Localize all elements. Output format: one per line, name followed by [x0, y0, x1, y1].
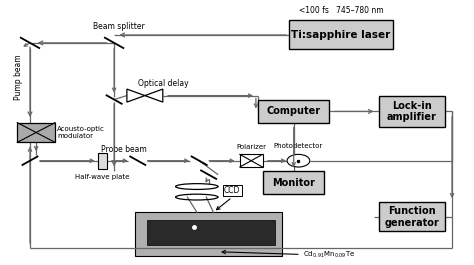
- Text: Polarizer: Polarizer: [236, 144, 266, 151]
- Text: Acousto-optic
modulator: Acousto-optic modulator: [57, 126, 105, 139]
- Text: <100 fs   745–780 nm: <100 fs 745–780 nm: [299, 6, 383, 15]
- Text: Beam splitter: Beam splitter: [93, 22, 145, 31]
- Text: Photodetector: Photodetector: [274, 143, 323, 149]
- FancyBboxPatch shape: [240, 154, 263, 167]
- FancyBboxPatch shape: [136, 212, 282, 256]
- FancyBboxPatch shape: [379, 202, 445, 231]
- Text: Lock-in
amplifier: Lock-in amplifier: [387, 101, 437, 122]
- FancyBboxPatch shape: [379, 96, 445, 127]
- FancyBboxPatch shape: [98, 153, 107, 169]
- Text: Half-wave plate: Half-wave plate: [75, 174, 129, 180]
- Circle shape: [287, 154, 310, 167]
- Text: Function
generator: Function generator: [384, 206, 439, 228]
- Text: Computer: Computer: [267, 107, 321, 116]
- Text: Probe beam: Probe beam: [100, 145, 146, 154]
- Text: Cd$_{0.91}$Mn$_{0.09}$Te: Cd$_{0.91}$Mn$_{0.09}$Te: [303, 249, 356, 259]
- FancyBboxPatch shape: [289, 20, 393, 50]
- FancyBboxPatch shape: [258, 100, 329, 123]
- FancyBboxPatch shape: [263, 171, 324, 194]
- Text: Monitor: Monitor: [272, 178, 315, 188]
- Text: CCD: CCD: [224, 186, 240, 195]
- FancyBboxPatch shape: [147, 220, 275, 245]
- Text: Optical delay: Optical delay: [138, 79, 189, 87]
- Text: Ti:sapphire laser: Ti:sapphire laser: [292, 30, 391, 40]
- Text: Pump beam: Pump beam: [14, 54, 23, 100]
- FancyBboxPatch shape: [17, 123, 55, 142]
